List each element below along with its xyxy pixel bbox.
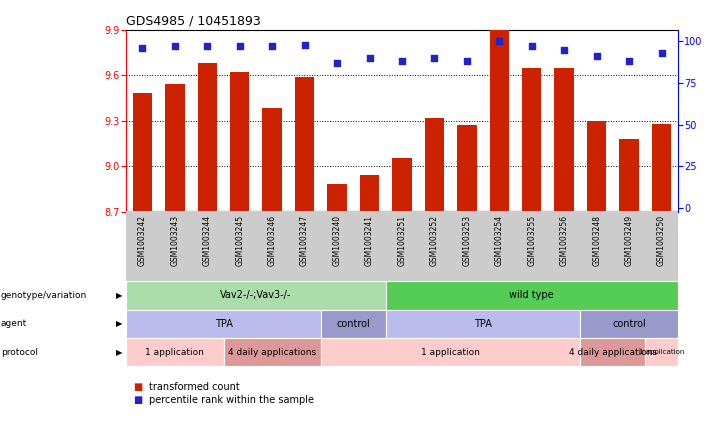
Point xyxy=(202,43,213,49)
Text: 1 application: 1 application xyxy=(421,348,480,357)
Text: GSM1003247: GSM1003247 xyxy=(300,215,309,266)
Bar xyxy=(165,84,185,212)
Point xyxy=(137,44,149,51)
Text: GSM1003251: GSM1003251 xyxy=(397,215,407,266)
Point xyxy=(559,46,570,53)
Text: GSM1003240: GSM1003240 xyxy=(332,215,342,266)
Point xyxy=(461,58,473,65)
Text: protocol: protocol xyxy=(1,348,37,357)
Point xyxy=(656,49,668,56)
Point xyxy=(299,41,311,48)
Text: 1 application: 1 application xyxy=(146,348,204,357)
Text: GSM1003255: GSM1003255 xyxy=(527,215,536,266)
Bar xyxy=(425,118,444,212)
Text: TPA: TPA xyxy=(474,319,492,329)
Text: 4 daily applications: 4 daily applications xyxy=(569,348,657,357)
Text: GSM1003241: GSM1003241 xyxy=(365,215,374,266)
Point xyxy=(332,60,343,66)
Text: GSM1003250: GSM1003250 xyxy=(657,215,666,266)
Text: GSM1003244: GSM1003244 xyxy=(203,215,212,266)
Text: 4 daily applications: 4 daily applications xyxy=(228,348,317,357)
Text: genotype/variation: genotype/variation xyxy=(1,291,87,300)
Text: agent: agent xyxy=(1,319,27,328)
Text: GSM1003245: GSM1003245 xyxy=(235,215,244,266)
Text: GSM1003246: GSM1003246 xyxy=(267,215,277,266)
Bar xyxy=(619,139,639,212)
Text: Vav2-/-;Vav3-/-: Vav2-/-;Vav3-/- xyxy=(221,291,291,300)
Text: ▶: ▶ xyxy=(116,319,123,328)
Bar xyxy=(327,184,347,212)
Text: GSM1003242: GSM1003242 xyxy=(138,215,147,266)
Bar xyxy=(392,159,412,212)
Text: GSM1003254: GSM1003254 xyxy=(495,215,504,266)
Text: transformed count: transformed count xyxy=(149,382,240,393)
Bar xyxy=(587,121,606,212)
Text: wild type: wild type xyxy=(510,291,554,300)
Bar xyxy=(652,124,671,212)
Text: GSM1003252: GSM1003252 xyxy=(430,215,439,266)
Bar xyxy=(522,68,541,212)
Bar xyxy=(230,72,249,212)
Text: ▶: ▶ xyxy=(116,291,123,300)
Bar xyxy=(198,63,217,211)
Point xyxy=(591,53,603,60)
Bar xyxy=(262,108,282,212)
Point xyxy=(397,58,408,65)
Text: 1 application: 1 application xyxy=(639,349,684,355)
Point xyxy=(494,38,505,45)
Bar xyxy=(490,30,509,212)
Text: GSM1003256: GSM1003256 xyxy=(559,215,569,266)
Text: ■: ■ xyxy=(133,382,143,393)
Point xyxy=(428,55,440,61)
Bar xyxy=(295,77,314,212)
Point xyxy=(169,43,181,49)
Bar xyxy=(360,175,379,212)
Point xyxy=(526,43,538,49)
Bar xyxy=(554,68,574,212)
Text: ▶: ▶ xyxy=(116,348,123,357)
Bar xyxy=(133,93,152,212)
Point xyxy=(234,43,245,49)
Point xyxy=(267,43,278,49)
Text: percentile rank within the sample: percentile rank within the sample xyxy=(149,395,314,405)
Text: GSM1003249: GSM1003249 xyxy=(624,215,634,266)
Bar xyxy=(457,125,477,212)
Point xyxy=(624,58,635,65)
Text: GSM1003253: GSM1003253 xyxy=(462,215,472,266)
Text: GSM1003248: GSM1003248 xyxy=(592,215,601,266)
Text: ■: ■ xyxy=(133,395,143,405)
Text: TPA: TPA xyxy=(215,319,232,329)
Text: control: control xyxy=(612,319,646,329)
Point xyxy=(364,55,376,61)
Text: control: control xyxy=(337,319,370,329)
Text: GDS4985 / 10451893: GDS4985 / 10451893 xyxy=(126,14,261,27)
Text: GSM1003243: GSM1003243 xyxy=(170,215,180,266)
